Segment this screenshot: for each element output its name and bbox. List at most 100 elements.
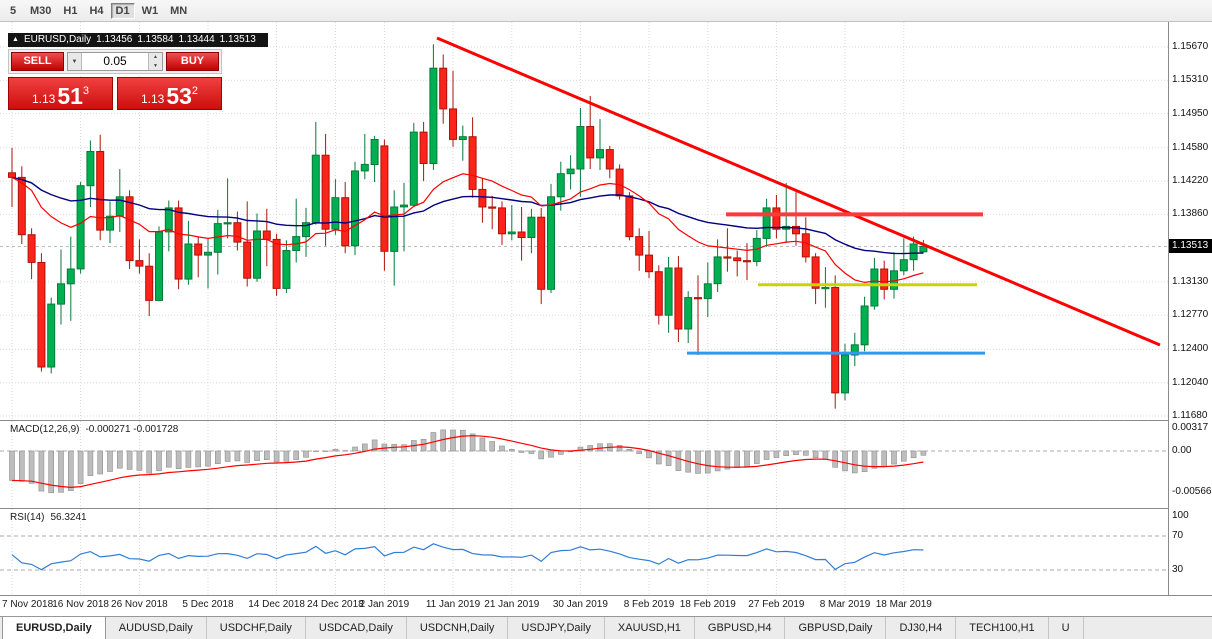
macd-scale-label: -0.005667 bbox=[1172, 486, 1212, 498]
volume-control: ▼ 0.05 ▲ ▼ bbox=[67, 52, 163, 71]
price-scale-label: 1.12040 bbox=[1172, 376, 1209, 388]
one-click-trading-panel: ▲ EURUSD,Daily 1.13456 1.13584 1.13444 1… bbox=[8, 33, 268, 110]
timeframe-button-m30[interactable]: M30 bbox=[25, 3, 56, 19]
price-chart-pane[interactable] bbox=[0, 22, 1168, 420]
volume-decrease-button[interactable]: ▼ bbox=[149, 61, 162, 70]
trade-controls: SELL ▼ 0.05 ▲ ▼ BUY bbox=[8, 49, 222, 74]
date-label: 8 Feb 2019 bbox=[623, 599, 675, 610]
price-scale-label: 1.11680 bbox=[1172, 410, 1208, 422]
high-value: 1.13584 bbox=[137, 34, 174, 45]
time-axis[interactable]: 7 Nov 2018 16 Nov 2018 26 Nov 2018 5 Dec 20… bbox=[0, 596, 1212, 616]
date-label: 21 Jan 2019 bbox=[484, 599, 540, 610]
date-label: 26 Nov 2018 bbox=[111, 599, 168, 610]
chart-tab-usdcad-daily[interactable]: USDCAD,Daily bbox=[306, 617, 407, 639]
price-scale-label: 1.14220 bbox=[1172, 175, 1209, 187]
grid bbox=[11, 509, 905, 595]
buy-price-tile[interactable]: 1.13 53 2 bbox=[117, 77, 222, 110]
timeframe-button-mn[interactable]: MN bbox=[165, 3, 192, 19]
pane-splitter-rsi[interactable] bbox=[0, 508, 1212, 509]
chart-tab-gbpusd-daily[interactable]: GBPUSD,Daily bbox=[785, 617, 887, 639]
buy-price-pips: 53 bbox=[166, 83, 192, 109]
price-scale-label: 1.14580 bbox=[1172, 141, 1209, 153]
close-value: 1.13513 bbox=[219, 34, 256, 45]
ma-fast-line bbox=[11, 173, 924, 284]
macd-scale-label: 0.00 bbox=[1172, 445, 1192, 456]
macd-scale-label: 0.00317 bbox=[1172, 422, 1209, 434]
chart-tab-eurusd-daily[interactable]: EURUSD,Daily bbox=[2, 617, 106, 639]
volume-dropdown-button[interactable]: ▼ bbox=[68, 53, 82, 70]
date-label: 30 Jan 2019 bbox=[552, 599, 608, 610]
chart-tab-tech100-h1[interactable]: TECH100,H1 bbox=[956, 617, 1049, 639]
sell-price-base: 1.13 bbox=[31, 92, 56, 106]
current-price-badge: 1.13513 bbox=[1169, 239, 1212, 253]
rsi-name: RSI(14) bbox=[10, 512, 45, 523]
open-value: 1.13456 bbox=[96, 34, 133, 45]
sell-price-pips: 51 bbox=[57, 83, 83, 109]
chart-tabs-bar: EURUSD,Daily AUDUSD,Daily USDCHF,Daily U… bbox=[0, 616, 1212, 639]
rsi-scale-label: 70 bbox=[1172, 530, 1184, 541]
collapse-icon[interactable]: ▲ bbox=[12, 36, 19, 43]
rsi-line bbox=[11, 543, 924, 571]
symbol-label: EURUSD,Daily bbox=[23, 34, 92, 45]
timeframe-button-d1[interactable]: D1 bbox=[110, 2, 135, 19]
date-label: 7 Nov 2018 bbox=[2, 599, 54, 610]
low-value: 1.13444 bbox=[178, 34, 215, 45]
price-scale-label: 1.14950 bbox=[1172, 107, 1209, 119]
chart-tab-usdjpy-daily[interactable]: USDJPY,Daily bbox=[508, 617, 605, 639]
chart-tab-xauusd-h1[interactable]: XAUUSD,H1 bbox=[605, 617, 695, 639]
timeframe-button-h4[interactable]: H4 bbox=[84, 3, 108, 19]
macd-histogram bbox=[9, 429, 927, 494]
chart-tab-usdchf-daily[interactable]: USDCHF,Daily bbox=[207, 617, 306, 639]
candles bbox=[8, 44, 928, 409]
chart-tab-gbpusd-h4[interactable]: GBPUSD,H4 bbox=[695, 617, 786, 639]
date-label: 18 Feb 2019 bbox=[679, 599, 736, 610]
rsi-scale-label: 100 bbox=[1172, 510, 1189, 521]
volume-spinner: ▲ ▼ bbox=[148, 53, 162, 70]
buy-price-frac: 2 bbox=[191, 85, 199, 97]
macd-indicator-pane[interactable] bbox=[0, 421, 1168, 508]
volume-input[interactable]: 0.05 bbox=[103, 54, 127, 68]
descending-trendline[interactable] bbox=[436, 36, 1161, 347]
timeframe-toolbar: 5 M30 H1 H4 D1 W1 MN bbox=[0, 0, 1212, 22]
ma-slow-line bbox=[11, 176, 924, 255]
date-label: 16 Nov 2018 bbox=[52, 599, 109, 610]
date-label: 11 Jan 2019 bbox=[425, 599, 481, 610]
rsi-indicator-pane[interactable] bbox=[0, 509, 1168, 595]
rsi-label: RSI(14) 56.3241 bbox=[10, 512, 93, 523]
macd-signal-line bbox=[11, 435, 924, 489]
chart-tab-partial[interactable]: U bbox=[1049, 617, 1084, 639]
volume-increase-button[interactable]: ▲ bbox=[149, 53, 162, 62]
chart-tab-audusd-daily[interactable]: AUDUSD,Daily bbox=[106, 617, 207, 639]
sell-button[interactable]: SELL bbox=[11, 52, 64, 71]
price-scale-label: 1.15670 bbox=[1172, 40, 1209, 52]
macd-name: MACD(12,26,9) bbox=[10, 424, 80, 435]
price-scale-label: 1.13130 bbox=[1172, 275, 1209, 287]
date-label: 24 Dec 2018 bbox=[307, 599, 364, 610]
price-scale-label: 1.12770 bbox=[1172, 309, 1209, 321]
rsi-scale-label: 30 bbox=[1172, 564, 1184, 575]
date-label: 2 Jan 2019 bbox=[359, 599, 410, 610]
sell-price-frac: 3 bbox=[82, 85, 90, 97]
macd-label: MACD(12,26,9) -0.000271 -0.001728 bbox=[10, 424, 184, 435]
rsi-value: 56.3241 bbox=[50, 512, 87, 523]
price-scale[interactable]: 1.13513 1.15670 1.15310 1.14950 1.14580 1.14… bbox=[1168, 22, 1212, 595]
buy-button[interactable]: BUY bbox=[166, 52, 219, 71]
date-label: 18 Mar 2019 bbox=[875, 599, 932, 610]
timeframe-button-m5[interactable]: 5 bbox=[3, 3, 23, 19]
sell-price-tile[interactable]: 1.13 51 3 bbox=[8, 77, 113, 110]
grid bbox=[11, 421, 905, 508]
date-label: 5 Dec 2018 bbox=[182, 599, 234, 610]
axis-separator bbox=[0, 595, 1212, 596]
chart-tab-dj30-h4[interactable]: DJ30,H4 bbox=[886, 617, 957, 639]
chart-ohlc-header[interactable]: ▲ EURUSD,Daily 1.13456 1.13584 1.13444 1… bbox=[8, 33, 268, 47]
price-scale-label: 1.12400 bbox=[1172, 343, 1209, 355]
chart-tab-usdcnh-daily[interactable]: USDCNH,Daily bbox=[407, 617, 509, 639]
pane-splitter-macd[interactable] bbox=[0, 420, 1212, 421]
date-label: 27 Feb 2019 bbox=[748, 599, 805, 610]
price-scale-label: 1.15310 bbox=[1172, 74, 1209, 86]
price-scale-label: 1.13860 bbox=[1172, 208, 1209, 220]
timeframe-button-h1[interactable]: H1 bbox=[58, 3, 82, 19]
timeframe-button-w1[interactable]: W1 bbox=[137, 3, 164, 19]
date-label: 14 Dec 2018 bbox=[248, 599, 305, 610]
buy-price-base: 1.13 bbox=[140, 92, 165, 106]
